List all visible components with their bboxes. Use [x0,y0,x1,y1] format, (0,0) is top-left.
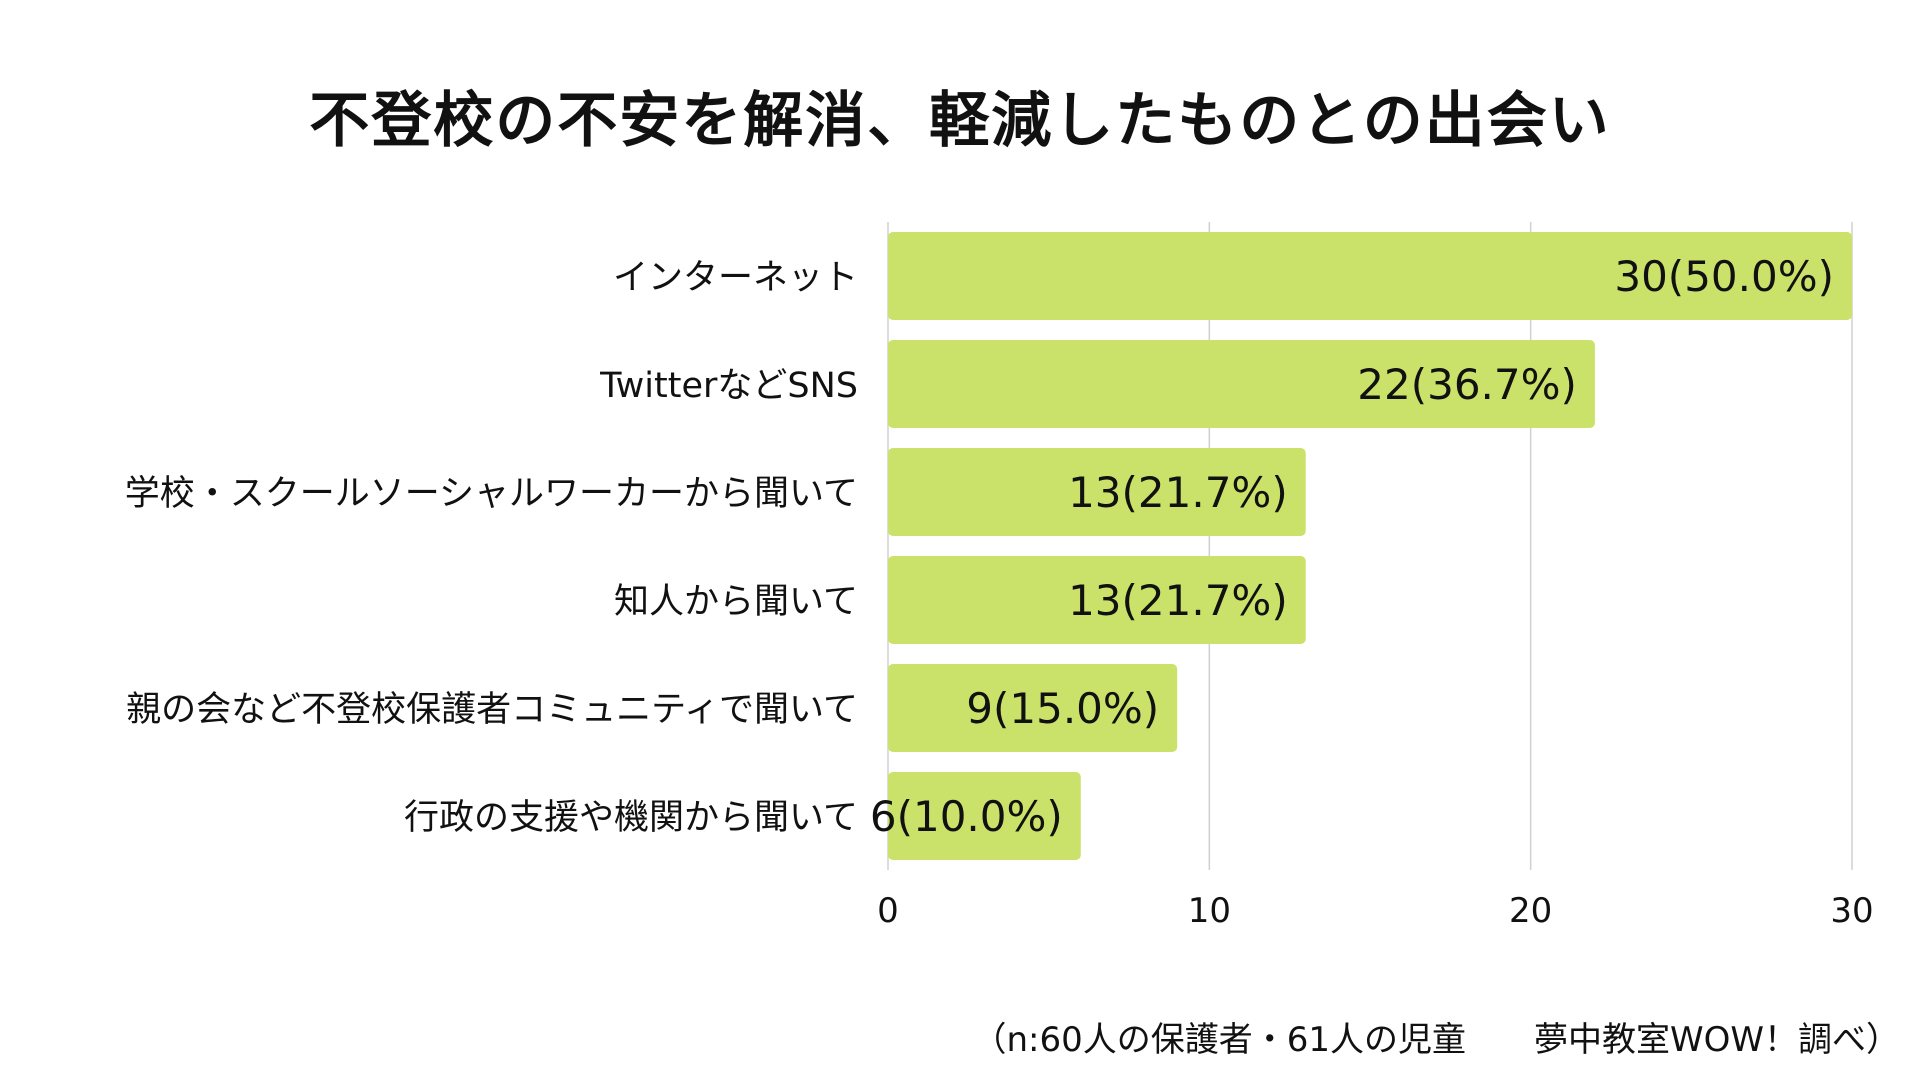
category-label: 行政の支援や機関から聞いて [404,798,858,838]
category-label: 親の会など不登校保護者コミュニティで聞いて [126,690,858,730]
data-label: 13(21.7%) [1068,468,1288,517]
x-tick-label: 10 [1188,891,1231,931]
bar [888,772,1081,860]
x-tick-label: 0 [877,891,899,931]
category-label: 学校・スクールソーシャルワーカーから聞いて [125,474,858,514]
bar [888,556,1306,644]
data-label: 22(36.7%) [1357,360,1577,409]
data-label: 9(15.0%) [966,684,1159,733]
x-tick-label: 20 [1509,891,1552,931]
source-note: （n:60人の保護者・61人の児童 夢中教室WOW！調べ） [972,1020,1900,1060]
category-label: TwitterなどSNS [599,366,858,406]
chart-title: 不登校の不安を解消、軽減したものとの出会い [309,86,1611,156]
bar [888,340,1595,428]
bar [888,664,1178,752]
category-label: インターネット [613,258,858,298]
bar [888,232,1852,320]
bar [888,448,1306,536]
category-label: 知人から聞いて [614,582,858,622]
data-label: 13(21.7%) [1068,576,1288,625]
x-tick-label: 30 [1830,891,1873,931]
data-label: 6(10.0%) [870,792,1063,841]
data-label: 30(50.0%) [1614,252,1834,301]
